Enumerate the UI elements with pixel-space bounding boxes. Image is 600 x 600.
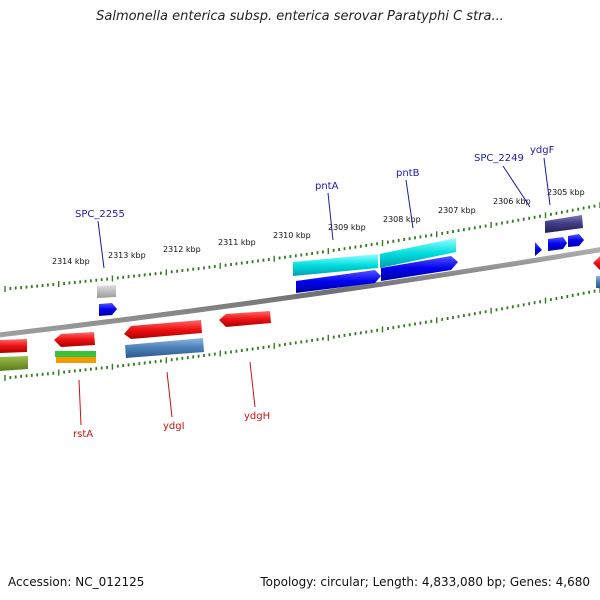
gene-SPC_2249-feature[interactable] (545, 215, 583, 233)
accession-label: Accession: NC_012125 (8, 575, 145, 589)
tick-label-2308: 2308 kbp (383, 215, 421, 224)
leader-SPC_2255 (97, 220, 105, 269)
genome-backbone (0, 247, 600, 338)
tick-label-2313: 2313 kbp (108, 251, 146, 260)
gene-label-rstA: rstA (73, 429, 93, 440)
tick-label-2309: 2309 kbp (328, 223, 366, 232)
gene-label-ydgI: ydgI (163, 421, 185, 432)
leader-pntA (327, 192, 334, 241)
gene-ydgH[interactable] (219, 311, 271, 327)
gene-label-SPC_2255: SPC_2255 (75, 209, 125, 220)
reverse-strand (0, 311, 271, 371)
gene-edge-steel[interactable] (596, 276, 600, 288)
gene-pntA[interactable] (296, 270, 381, 293)
tick-label-2306: 2306 kbp (493, 197, 531, 206)
leader-rstA (78, 379, 82, 426)
leader-ydgF (543, 157, 551, 206)
gene-SPC_2249[interactable] (548, 237, 567, 251)
gene-ydgF[interactable] (568, 234, 584, 247)
gene-SPC_2255-feature[interactable] (97, 285, 116, 298)
forward-strand (97, 215, 600, 316)
tick-label-2310: 2310 kbp (273, 231, 311, 240)
outer-ruler (4, 202, 600, 292)
genome-summary: Topology: circular; Length: 4,833,080 bp… (260, 575, 590, 589)
gene-pntB[interactable] (381, 256, 458, 281)
leader-pntB (405, 179, 414, 229)
gene-label-ydgH: ydgH (244, 411, 270, 422)
gene-rstA-feature-orange[interactable] (56, 357, 96, 363)
tick-label-2314: 2314 kbp (52, 257, 90, 266)
tick-label-2312: 2312 kbp (163, 245, 201, 254)
gene-label-ydgF: ydgF (530, 145, 555, 156)
feature-pntB-cyan[interactable] (380, 238, 456, 268)
leader-ydgH (249, 361, 256, 408)
gene-rstA[interactable] (54, 332, 95, 347)
leader-ydgI (166, 371, 173, 418)
reverse-gene-labels: ydgH ydgI rstA (73, 361, 270, 440)
gene-label-pntB: pntB (396, 168, 420, 179)
map-title: Salmonella enterica subsp. enterica sero… (96, 9, 504, 24)
leader-SPC_2249 (502, 165, 531, 208)
gene-ydgI[interactable] (124, 320, 202, 339)
gene-edge-red-left[interactable] (0, 339, 27, 353)
gene-small-arrow[interactable] (535, 242, 542, 256)
ruler-labels: 2305 kbp 2306 kbp 2307 kbp 2308 kbp 2309… (52, 188, 585, 266)
gene-edge-red[interactable] (593, 256, 600, 270)
gene-ydgI-feature[interactable] (125, 338, 204, 358)
tick-label-2307: 2307 kbp (438, 206, 476, 215)
inner-ruler (4, 287, 600, 381)
feature-pntA-cyan[interactable] (293, 254, 378, 276)
gene-label-pntA: pntA (315, 181, 339, 192)
gene-edge-olive-left[interactable] (0, 356, 28, 371)
forward-gene-labels: ydgF SPC_2249 pntB pntA SPC_2255 (75, 145, 555, 269)
tick-label-2305: 2305 kbp (547, 188, 585, 197)
gene-rstA-feature-green[interactable] (55, 351, 96, 357)
gene-label-SPC_2249: SPC_2249 (474, 153, 524, 164)
tick-label-2311: 2311 kbp (218, 238, 256, 247)
gene-SPC_2255[interactable] (99, 303, 117, 316)
